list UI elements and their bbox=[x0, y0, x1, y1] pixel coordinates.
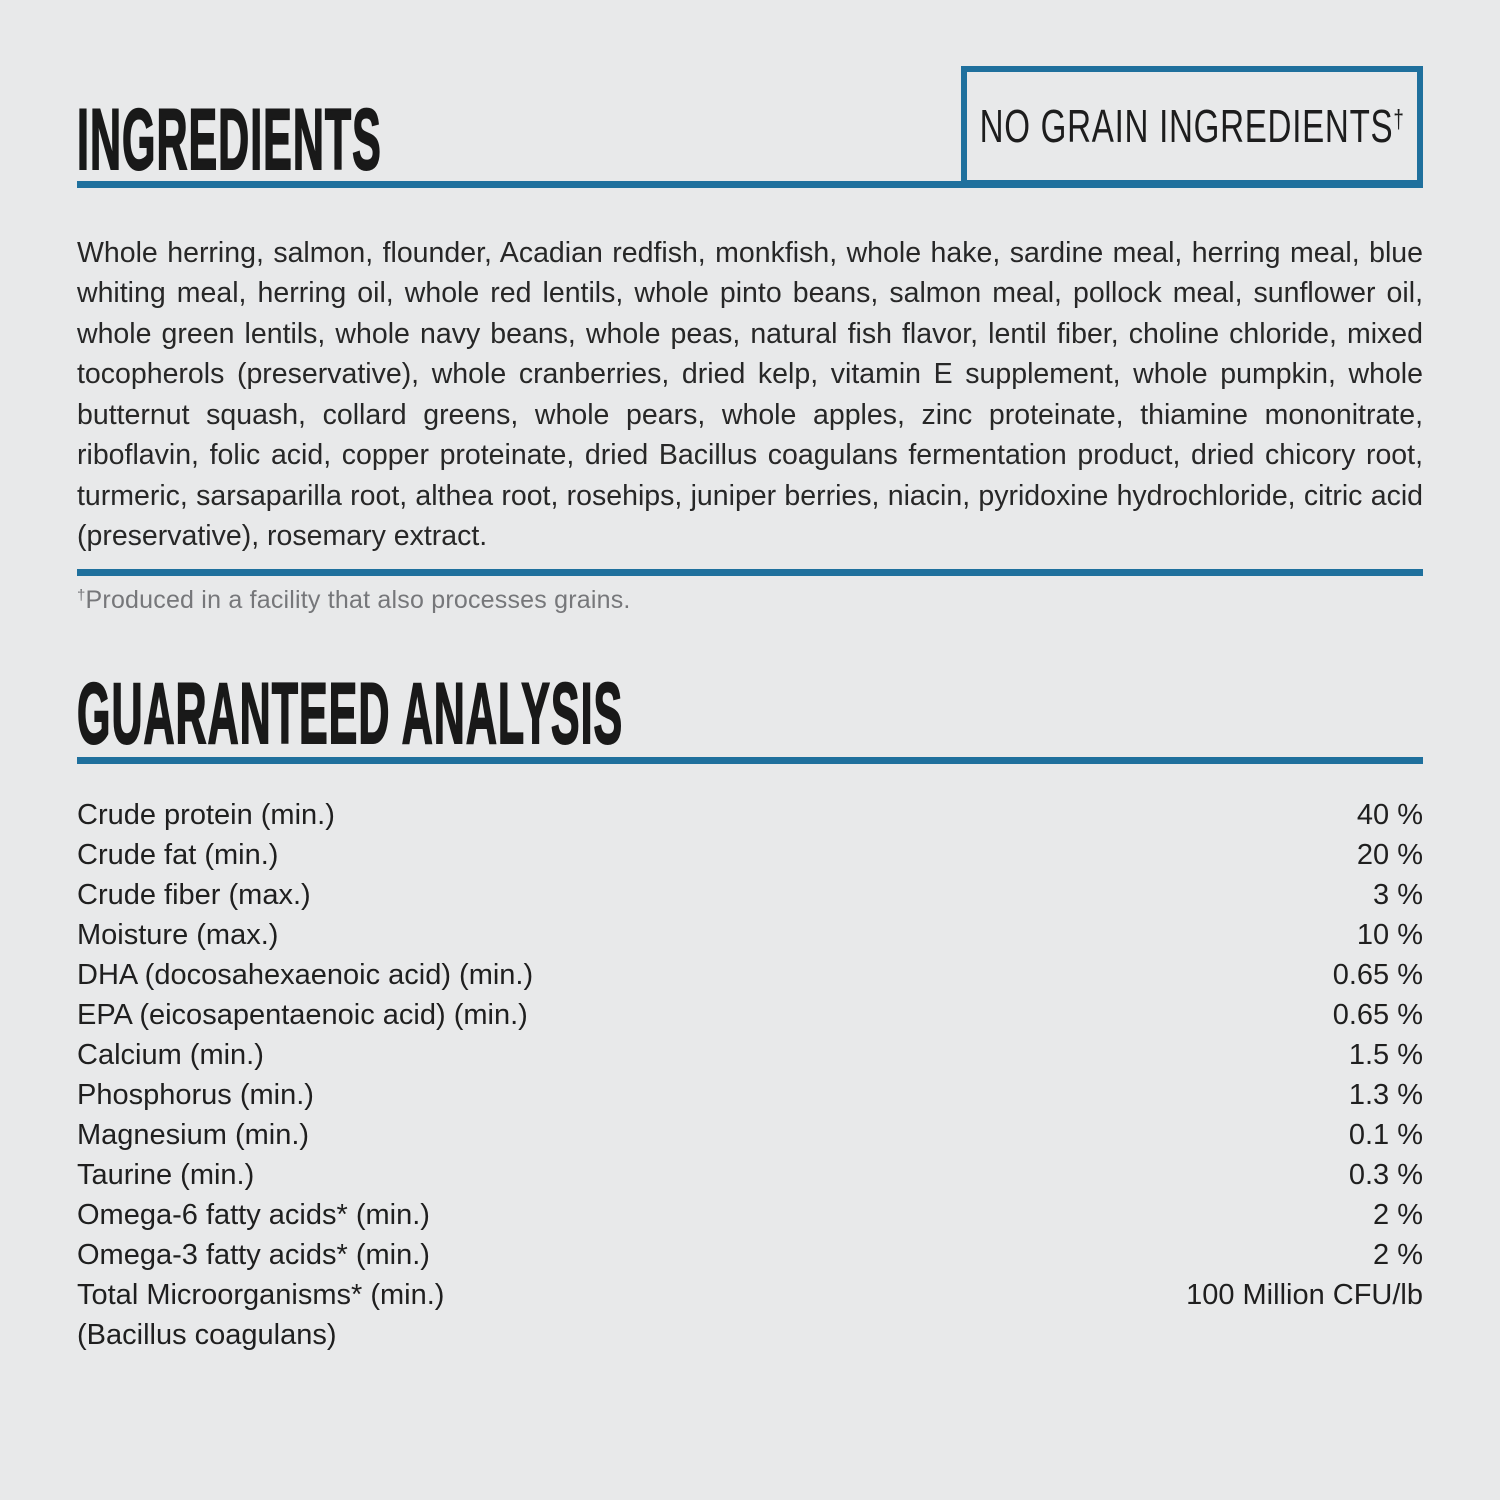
analysis-label: Total Microorganisms* (min.) bbox=[77, 1279, 445, 1311]
analysis-value: 1.5 % bbox=[1348, 1039, 1423, 1071]
analysis-label: Calcium (min.) bbox=[77, 1039, 264, 1071]
analysis-row: Taurine (min.) 0.3 % bbox=[77, 1155, 1423, 1195]
analysis-label: Crude protein (min.) bbox=[77, 799, 335, 831]
analysis-value: 0.65 % bbox=[1332, 999, 1423, 1031]
analysis-row: Moisture (max.) 10 % bbox=[77, 915, 1423, 955]
analysis-value: 10 % bbox=[1356, 919, 1423, 951]
ingredients-title-rule bbox=[77, 181, 1423, 188]
footnote-rule bbox=[77, 569, 1423, 576]
grain-footnote: †Produced in a facility that also proces… bbox=[77, 586, 631, 615]
analysis-label: EPA (eicosapentaenoic acid) (min.) bbox=[77, 999, 528, 1031]
analysis-row: Omega-3 fatty acids* (min.) 2 % bbox=[77, 1235, 1423, 1275]
analysis-value: 0.1 % bbox=[1348, 1119, 1423, 1151]
guaranteed-analysis-table: Crude protein (min.) 40 % Crude fat (min… bbox=[77, 795, 1423, 1355]
footnote-text: Produced in a facility that also process… bbox=[85, 586, 631, 614]
analysis-row: Crude fat (min.) 20 % bbox=[77, 835, 1423, 875]
analysis-label: Magnesium (min.) bbox=[77, 1119, 310, 1151]
analysis-row: Crude protein (min.) 40 % bbox=[77, 795, 1423, 835]
analysis-label: (Bacillus coagulans) bbox=[77, 1319, 337, 1351]
analysis-value: 20 % bbox=[1356, 839, 1423, 871]
no-grain-badge-text: NO GRAIN INGREDIENTS† bbox=[980, 99, 1405, 153]
no-grain-badge-label: NO GRAIN INGREDIENTS bbox=[979, 100, 1394, 152]
analysis-label: Omega-3 fatty acids* (min.) bbox=[77, 1239, 430, 1271]
guaranteed-analysis-section-title: GUARANTEED ANALYSIS bbox=[76, 666, 624, 762]
analysis-value: 0.3 % bbox=[1348, 1159, 1423, 1191]
ingredients-section-title: INGREDIENTS bbox=[77, 92, 382, 188]
analysis-value: 1.3 % bbox=[1348, 1079, 1423, 1111]
no-grain-badge: NO GRAIN INGREDIENTS† bbox=[961, 66, 1423, 186]
analysis-label: Crude fiber (max.) bbox=[77, 879, 311, 911]
analysis-label: Phosphorus (min.) bbox=[77, 1079, 314, 1111]
footnote-dagger: † bbox=[77, 587, 86, 604]
analysis-value: 0.65 % bbox=[1332, 959, 1423, 991]
analysis-label: Taurine (min.) bbox=[77, 1159, 255, 1191]
no-grain-badge-dagger: † bbox=[1393, 104, 1405, 134]
guaranteed-analysis-title-rule bbox=[77, 757, 1423, 764]
analysis-value: 100 Million CFU/lb bbox=[1186, 1279, 1423, 1311]
analysis-row: EPA (eicosapentaenoic acid) (min.) 0.65 … bbox=[77, 995, 1423, 1035]
analysis-value: 3 % bbox=[1373, 879, 1423, 911]
analysis-row: (Bacillus coagulans) bbox=[77, 1315, 1423, 1355]
analysis-value: 40 % bbox=[1356, 799, 1423, 831]
analysis-row: Omega-6 fatty acids* (min.) 2 % bbox=[77, 1195, 1423, 1235]
analysis-value: 2 % bbox=[1373, 1239, 1423, 1271]
analysis-label: Omega-6 fatty acids* (min.) bbox=[77, 1199, 430, 1231]
analysis-label: Moisture (max.) bbox=[77, 919, 279, 951]
analysis-row: Total Microorganisms* (min.) 100 Million… bbox=[77, 1275, 1423, 1315]
analysis-row: Phosphorus (min.) 1.3 % bbox=[77, 1075, 1423, 1115]
analysis-row: DHA (docosahexaenoic acid) (min.) 0.65 % bbox=[77, 955, 1423, 995]
analysis-label: Crude fat (min.) bbox=[77, 839, 279, 871]
analysis-row: Crude fiber (max.) 3 % bbox=[77, 875, 1423, 915]
ingredients-list-text: Whole herring, salmon, flounder, Acadian… bbox=[77, 236, 1423, 553]
analysis-row: Calcium (min.) 1.5 % bbox=[77, 1035, 1423, 1075]
analysis-value: 2 % bbox=[1373, 1199, 1423, 1231]
analysis-row: Magnesium (min.) 0.1 % bbox=[77, 1115, 1423, 1155]
analysis-label: DHA (docosahexaenoic acid) (min.) bbox=[77, 959, 534, 991]
